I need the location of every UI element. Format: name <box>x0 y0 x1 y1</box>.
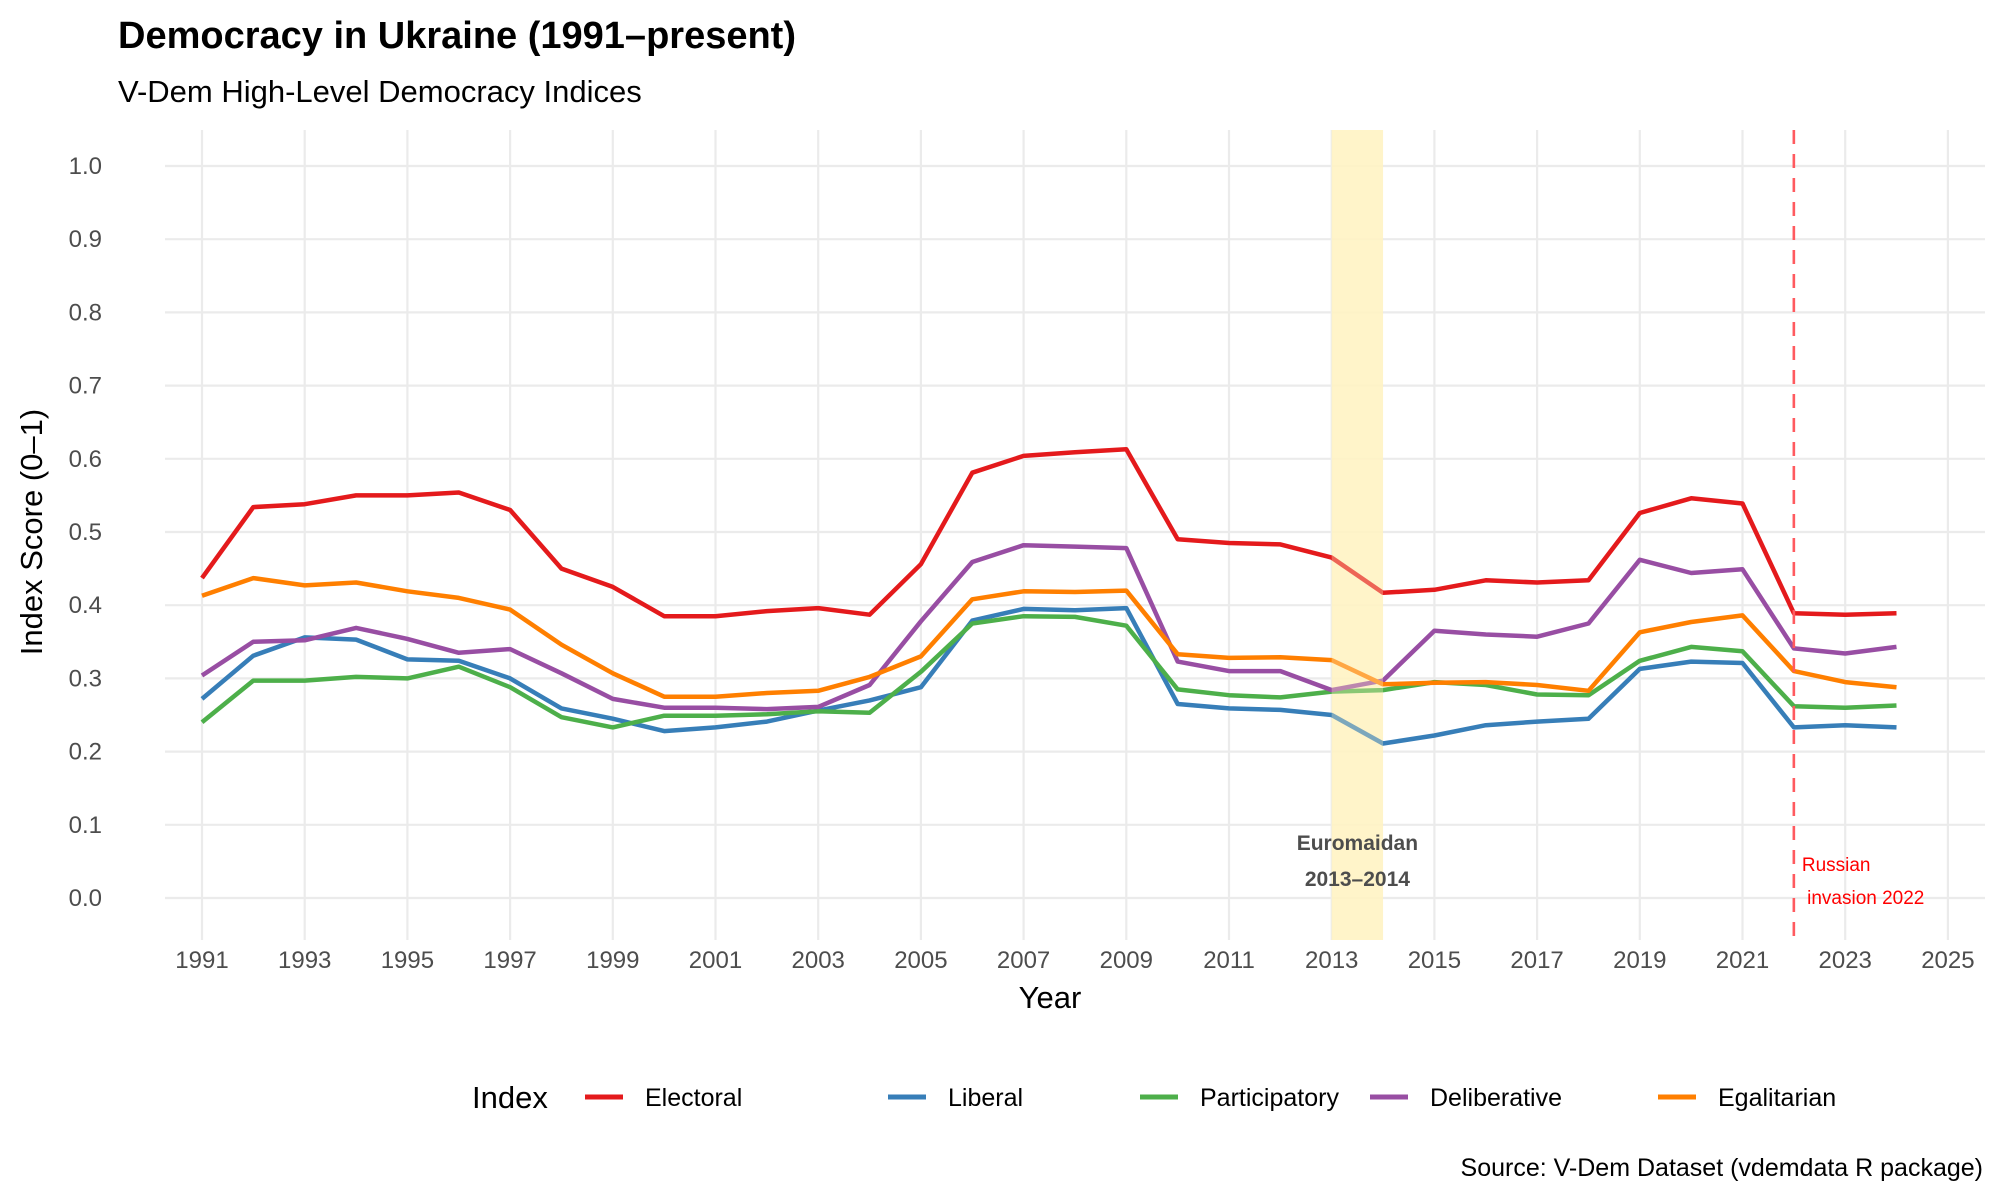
x-tick-label: 2017 <box>1510 947 1563 974</box>
series-lines <box>200 130 1897 940</box>
euromaidan-label: Euromaidan <box>1297 832 1418 855</box>
x-tick-label: 2023 <box>1819 947 1872 974</box>
y-axis-ticks: 0.0 0.1 0.2 0.3 0.4 0.5 0.6 0.7 0.8 0.9 1.0 <box>69 153 102 912</box>
euromaidan-shaded-period <box>1331 130 1384 940</box>
x-axis-title: Year <box>1019 980 1082 1015</box>
x-tick-label: 1991 <box>175 947 228 974</box>
y-tick-label: 0.5 <box>69 519 102 546</box>
y-tick-label: 0.8 <box>69 299 102 326</box>
x-tick-label: 2003 <box>792 947 845 974</box>
legend-title: Index <box>472 1080 548 1115</box>
x-tick-label: 2019 <box>1613 947 1666 974</box>
y-tick-label: 0.2 <box>69 739 102 766</box>
y-tick-label: 0.6 <box>69 446 102 473</box>
y-tick-label: 0.7 <box>69 373 102 400</box>
x-tick-label: 2015 <box>1408 947 1461 974</box>
annotation-background <box>1331 130 1384 940</box>
series-line-participatory <box>200 613 1897 730</box>
legend-label-egalitarian: Egalitarian <box>1718 1084 1836 1112</box>
invasion-label: Russian <box>1802 855 1871 876</box>
series-line-deliberative <box>200 542 1897 712</box>
invasion-year-label: invasion 2022 <box>1802 888 1925 909</box>
x-tick-label: 2025 <box>1921 947 1974 974</box>
legend-label-electoral: Electoral <box>645 1084 742 1112</box>
x-tick-label: 2001 <box>689 947 742 974</box>
series-line-egalitarian <box>201 575 1897 699</box>
x-tick-label: 1997 <box>483 947 536 974</box>
y-tick-label: 0.4 <box>69 592 102 619</box>
euromaidan-shaded-overlay <box>1331 130 1384 940</box>
annotation-foreground: Euromaidan 2013–2014 Russian invasion 2022 <box>1297 130 1925 940</box>
chart-caption: Source: V-Dem Dataset (vdemdata R packag… <box>1461 1154 1983 1182</box>
gridlines <box>165 130 1985 940</box>
euromaidan-years-label: 2013–2014 <box>1305 868 1410 891</box>
x-tick-label: 2013 <box>1305 947 1358 974</box>
x-tick-label: 1995 <box>381 947 434 974</box>
x-tick-label: 2007 <box>997 947 1050 974</box>
x-tick-label: 2021 <box>1716 947 1769 974</box>
x-tick-label: 2009 <box>1100 947 1153 974</box>
legend: Index Electoral Liberal Participatory Delib… <box>472 1080 1836 1115</box>
x-tick-label: 2005 <box>894 947 947 974</box>
legend-label-liberal: Liberal <box>948 1084 1023 1112</box>
y-tick-label: 0.9 <box>69 226 102 253</box>
y-axis-title: Index Score (0–1) <box>14 409 49 655</box>
chart-title: Democracy in Ukraine (1991–present) <box>118 15 796 57</box>
legend-label-deliberative: Deliberative <box>1430 1084 1562 1112</box>
y-tick-label: 0.1 <box>69 812 102 839</box>
x-tick-label: 2011 <box>1203 947 1255 974</box>
x-tick-label: 1999 <box>586 947 639 974</box>
y-tick-label: 0.3 <box>69 665 102 692</box>
y-tick-label: 1.0 <box>69 153 102 180</box>
series-line-liberal <box>200 605 1897 746</box>
legend-items: Electoral Liberal Participatory Deliberativ… <box>585 1084 1836 1112</box>
series-line-electoral <box>200 447 1897 619</box>
x-axis-ticks: 1991 1993 1995 1997 1999 2001 2003 2005 2007 2009… <box>175 947 1974 974</box>
x-tick-label: 1993 <box>278 947 331 974</box>
chart-subtitle: V-Dem High-Level Democracy Indices <box>118 74 642 109</box>
y-tick-label: 0.0 <box>69 885 102 912</box>
legend-label-participatory: Participatory <box>1200 1084 1339 1112</box>
